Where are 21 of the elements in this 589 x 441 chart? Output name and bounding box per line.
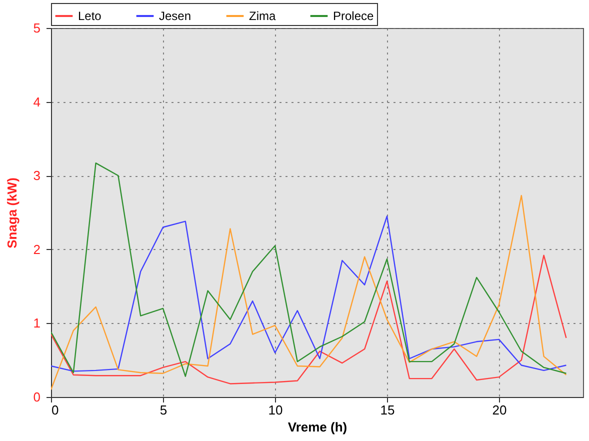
legend-label: Leto: [78, 9, 102, 23]
y-tick-label: 5: [33, 20, 40, 36]
x-tick-label: 10: [268, 402, 283, 418]
x-tick-label: 0: [52, 402, 59, 418]
y-tick-label: 3: [33, 168, 40, 184]
x-axis-title: Vreme (h): [288, 420, 348, 434]
legend-label: Zima: [249, 9, 276, 23]
line-series: [51, 216, 567, 372]
y-tick-label: 1: [33, 316, 40, 331]
line-series: [51, 162, 567, 377]
y-tick-label: 0: [33, 390, 40, 404]
y-axis-title: Snaga (kW): [4, 178, 20, 248]
line-series: [51, 194, 567, 390]
legend-label: Prolece: [333, 9, 374, 23]
y-tick-label: 4: [33, 94, 40, 110]
legend-label: Jesen: [159, 9, 192, 23]
y-tick-label: 2: [33, 242, 40, 257]
x-tick-label: 5: [160, 402, 168, 418]
x-tick-label: 20: [492, 402, 507, 418]
line-series: [51, 254, 567, 384]
x-tick-label: 15: [380, 402, 395, 418]
